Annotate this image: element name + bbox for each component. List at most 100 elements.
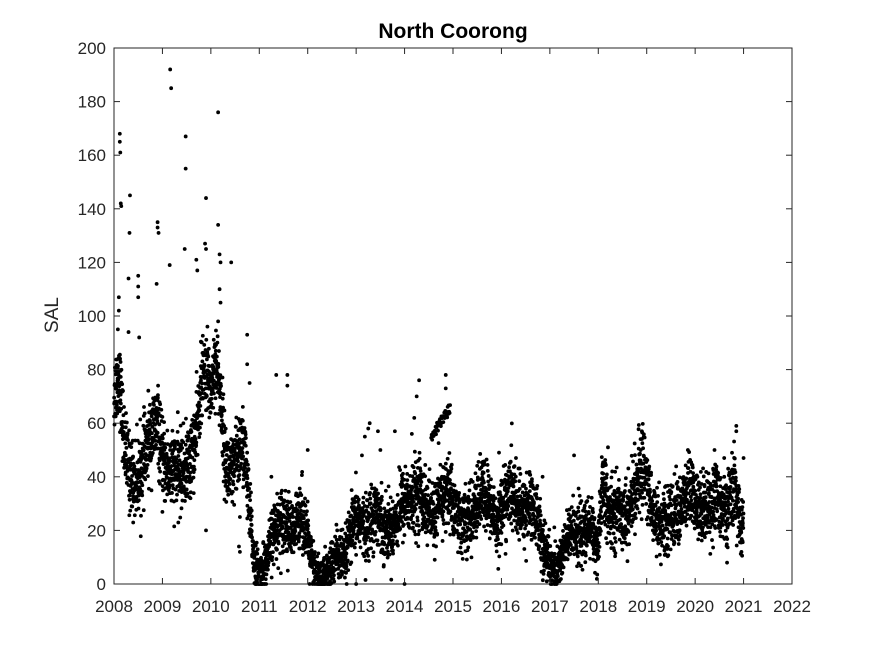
data-point [181, 421, 186, 426]
data-point [248, 517, 253, 522]
data-point [126, 438, 130, 442]
plot-area: 2008 2009 2010 2011 2012 2013 2014 2015 2016 2017… [78, 39, 811, 616]
data-point [368, 501, 373, 506]
data-point [119, 407, 124, 411]
data-point [301, 516, 306, 521]
data-point [496, 537, 500, 542]
data-point [249, 508, 254, 513]
data-point [178, 515, 183, 520]
data-point [538, 513, 543, 518]
data-point [591, 522, 596, 527]
data-point [368, 496, 373, 501]
data-point [623, 483, 628, 487]
data-point [264, 582, 269, 586]
data-point [141, 423, 146, 428]
data-point [204, 337, 209, 342]
data-point [211, 405, 216, 410]
data-point [518, 472, 523, 476]
data-point [668, 547, 673, 552]
data-point [137, 493, 141, 498]
data-point [417, 456, 422, 461]
data-point [162, 420, 166, 425]
data-point [247, 486, 251, 491]
data-point [390, 538, 395, 543]
data-point [451, 532, 456, 537]
data-point [231, 442, 236, 447]
data-point [541, 528, 545, 532]
data-point [199, 391, 204, 396]
data-point [128, 508, 133, 513]
data-point [491, 498, 496, 503]
data-point [651, 538, 656, 542]
data-point [662, 501, 667, 506]
data-point [598, 490, 603, 495]
data-point [280, 525, 285, 530]
data-point [141, 508, 146, 513]
data-point [127, 493, 132, 498]
data-point [505, 473, 509, 478]
data-point [155, 395, 160, 400]
data-point [647, 464, 652, 469]
data-point [657, 480, 661, 485]
data-point [162, 478, 167, 482]
data-point [447, 451, 452, 455]
data-point [603, 482, 608, 487]
data-point [202, 342, 207, 347]
data-point [496, 566, 501, 571]
data-point [312, 556, 317, 560]
data-point [229, 466, 234, 470]
data-point [191, 491, 196, 496]
data-point [440, 539, 445, 543]
data-point [124, 420, 129, 425]
data-point [404, 486, 409, 491]
data-point [582, 503, 587, 508]
data-point [373, 532, 377, 537]
data-point [139, 513, 143, 518]
data-point [413, 471, 418, 476]
data-point [131, 454, 135, 459]
data-point [162, 431, 167, 436]
data-point [203, 386, 208, 391]
data-point [349, 488, 354, 493]
data-point [124, 463, 129, 468]
data-point [402, 477, 407, 482]
data-point [515, 531, 520, 535]
data-point [602, 519, 607, 524]
data-point [249, 490, 253, 495]
data-point [515, 494, 520, 499]
data-point [506, 486, 511, 490]
data-point [507, 465, 511, 470]
data-point [542, 518, 547, 523]
data-point [458, 522, 463, 527]
data-point [517, 537, 522, 542]
data-point [509, 521, 514, 526]
data-point [131, 520, 136, 525]
data-point [609, 475, 614, 480]
data-point [433, 528, 438, 533]
data-point [280, 544, 285, 549]
data-point [445, 456, 450, 461]
data-point [365, 498, 370, 503]
data-point [307, 582, 312, 586]
data-point [403, 464, 408, 469]
data-point [548, 544, 553, 548]
data-point [434, 544, 438, 549]
data-point [176, 454, 181, 458]
data-point [302, 509, 306, 514]
data-point [298, 534, 302, 539]
data-point [620, 547, 625, 552]
data-point [158, 481, 162, 486]
data-point [625, 559, 630, 564]
data-point [611, 531, 616, 536]
data-point [520, 522, 524, 527]
data-point [199, 378, 203, 383]
data-point [361, 519, 366, 524]
data-point [590, 506, 595, 511]
data-point [132, 464, 137, 469]
data-point [640, 441, 645, 446]
data-point [616, 486, 621, 491]
data-point [661, 491, 666, 496]
data-point [623, 524, 628, 529]
data-point [249, 528, 254, 533]
data-point [194, 369, 199, 374]
